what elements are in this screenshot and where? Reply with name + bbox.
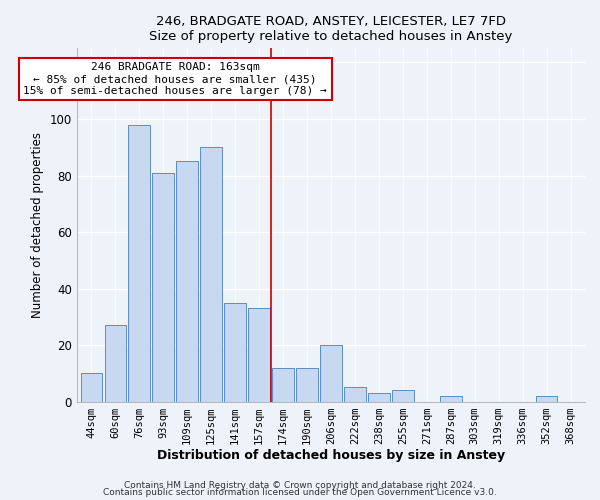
Bar	[104, 326, 126, 402]
Bar	[392, 390, 413, 402]
Bar	[128, 124, 150, 402]
Bar	[80, 374, 102, 402]
Text: Contains public sector information licensed under the Open Government Licence v3: Contains public sector information licen…	[103, 488, 497, 497]
Bar	[176, 162, 198, 402]
X-axis label: Distribution of detached houses by size in Anstey: Distribution of detached houses by size …	[157, 450, 505, 462]
Bar	[248, 308, 270, 402]
Bar	[296, 368, 318, 402]
Text: Contains HM Land Registry data © Crown copyright and database right 2024.: Contains HM Land Registry data © Crown c…	[124, 480, 476, 490]
Title: 246, BRADGATE ROAD, ANSTEY, LEICESTER, LE7 7FD
Size of property relative to deta: 246, BRADGATE ROAD, ANSTEY, LEICESTER, L…	[149, 15, 512, 43]
Bar	[272, 368, 294, 402]
Bar	[152, 172, 174, 402]
Bar	[368, 393, 389, 402]
Bar	[344, 388, 366, 402]
Text: 246 BRADGATE ROAD: 163sqm
← 85% of detached houses are smaller (435)
15% of semi: 246 BRADGATE ROAD: 163sqm ← 85% of detac…	[23, 62, 327, 96]
Bar	[536, 396, 557, 402]
Bar	[224, 302, 246, 402]
Y-axis label: Number of detached properties: Number of detached properties	[31, 132, 44, 318]
Bar	[440, 396, 461, 402]
Bar	[320, 345, 342, 402]
Bar	[200, 147, 222, 402]
